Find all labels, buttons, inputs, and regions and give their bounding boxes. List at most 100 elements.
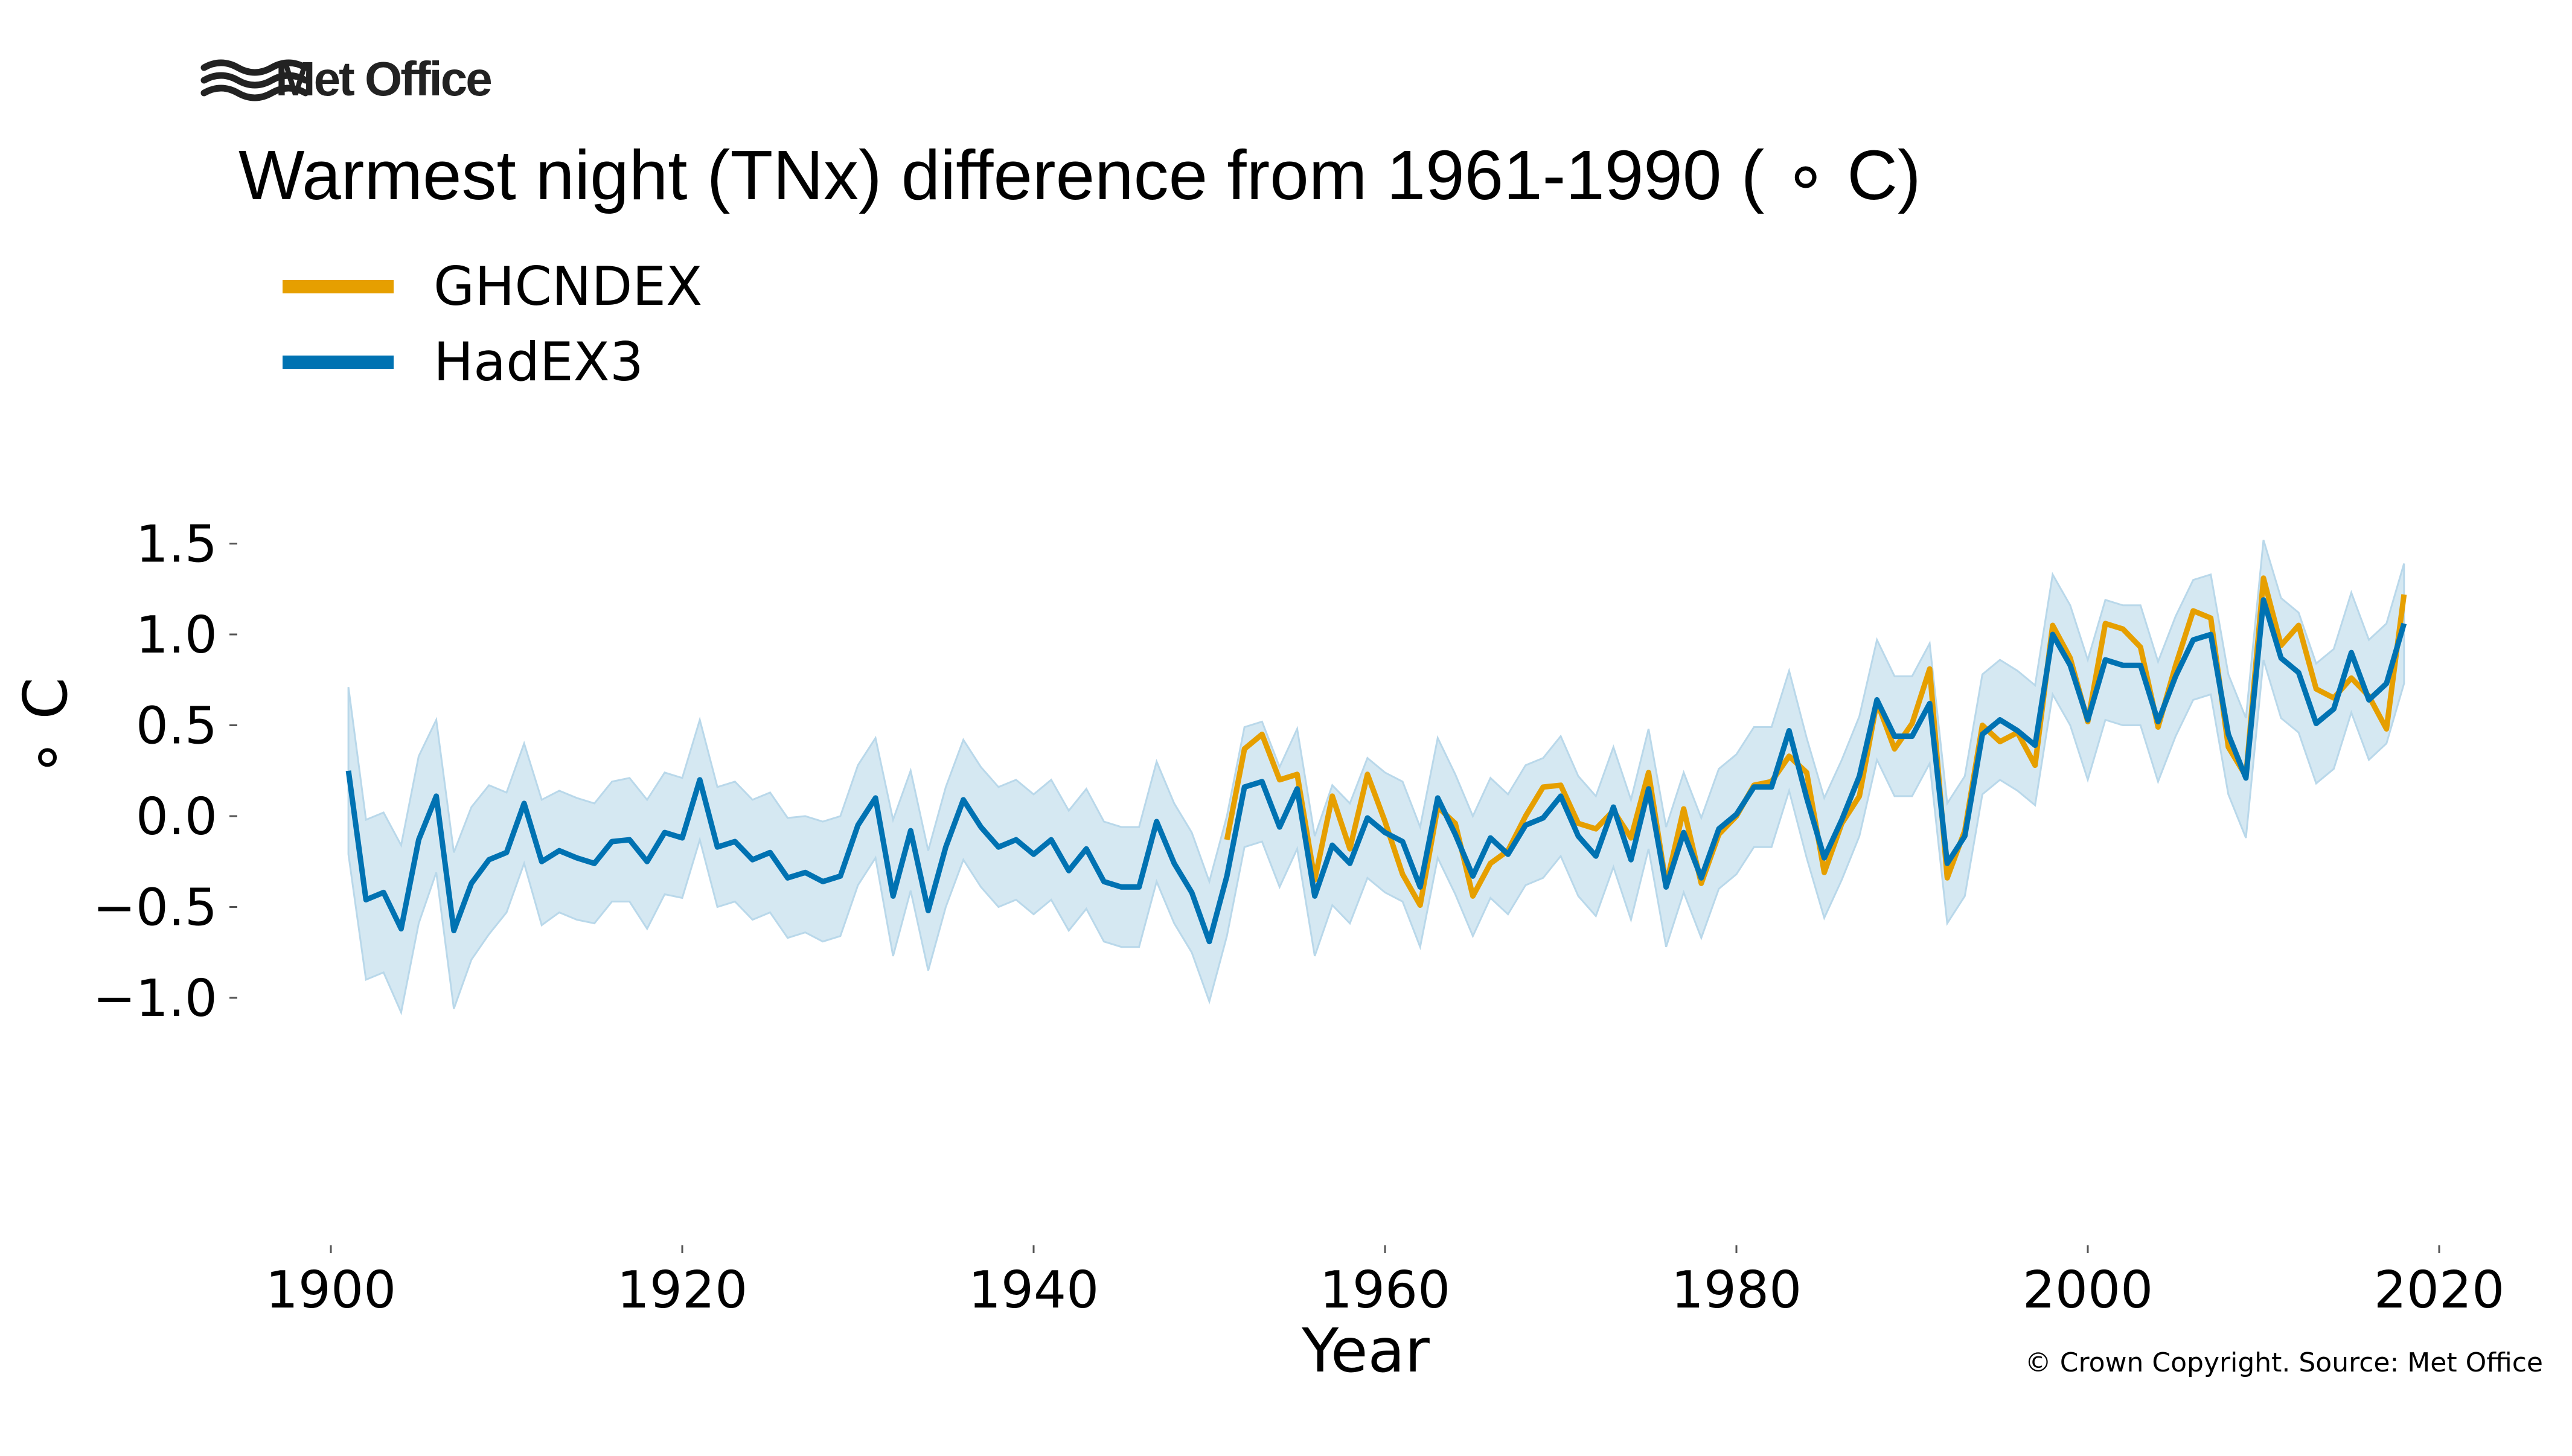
hadex3-data-point bbox=[1998, 718, 2003, 723]
ghcndex-data-point bbox=[2261, 576, 2266, 581]
hadex3-data-point bbox=[961, 797, 966, 802]
hadex3-data-point bbox=[2085, 718, 2090, 723]
hadex3-data-point bbox=[1945, 861, 1950, 866]
hadex3-data-point bbox=[434, 794, 439, 799]
ghcndex-data-point bbox=[1471, 893, 1476, 898]
hadex3-data-point bbox=[1558, 794, 1563, 799]
hadex3-data-point bbox=[1576, 834, 1581, 838]
hadex3-data-point bbox=[1910, 734, 1915, 739]
hadex3-data-point bbox=[2033, 743, 2038, 748]
hadex3-data-point bbox=[398, 927, 403, 931]
hadex3-data-point bbox=[2209, 632, 2213, 637]
hadex3-data-point bbox=[1646, 787, 1651, 791]
hadex3-data-point bbox=[1277, 825, 1282, 829]
ghcndex-data-point bbox=[1453, 821, 1457, 826]
hadex3-data-point bbox=[662, 830, 667, 835]
hadex3-data-point bbox=[785, 875, 790, 880]
ghcndex-data-point bbox=[2296, 623, 2301, 628]
hadex3-data-point bbox=[1506, 852, 1511, 857]
hadex3-data-point bbox=[363, 898, 368, 902]
y-tick-label: 0.5 bbox=[136, 697, 217, 756]
hadex3-data-point bbox=[768, 850, 773, 855]
ghcndex-data-point bbox=[1646, 770, 1651, 775]
ghcndex-data-point bbox=[2138, 645, 2143, 650]
hadex3-data-point bbox=[1734, 812, 1739, 817]
hadex3-data-point bbox=[1664, 884, 1669, 889]
hadex3-data-point bbox=[1242, 785, 1247, 790]
hadex3-data-point bbox=[592, 861, 597, 866]
hadex3-data-point bbox=[2120, 663, 2125, 668]
hadex3-data-point bbox=[680, 835, 685, 840]
ghcndex-data-point bbox=[2384, 727, 2389, 732]
hadex3-data-point bbox=[1962, 834, 1967, 838]
hadex3-data-point bbox=[1295, 787, 1300, 791]
y-axis: −1.0 −0.5 0.0 0.5 1.0 1.5 bbox=[93, 515, 237, 1029]
hadex3-data-point bbox=[1927, 701, 1932, 706]
ghcndex-data-point bbox=[2174, 663, 2178, 668]
hadex3-data-point bbox=[715, 845, 720, 849]
x-tick-label: 1940 bbox=[968, 1260, 1099, 1320]
hadex3-data-point bbox=[926, 908, 930, 913]
hadex3-data-point bbox=[697, 777, 702, 782]
ghcndex-data-point bbox=[1400, 872, 1405, 876]
hadex3-data-point bbox=[2155, 720, 2160, 724]
ghcndex-data-point bbox=[1558, 783, 1563, 788]
x-tick-label: 1920 bbox=[617, 1260, 747, 1320]
hadex3-data-point bbox=[504, 850, 509, 855]
hadex3-data-point bbox=[1259, 779, 1264, 784]
hadex3-data-point bbox=[487, 857, 491, 862]
ghcndex-data-point bbox=[2033, 763, 2038, 768]
hadex3-data-point bbox=[1892, 734, 1897, 739]
hadex3-data-point bbox=[1137, 884, 1142, 889]
ghcndex-data-point bbox=[1488, 861, 1493, 866]
ghcndex-data-point bbox=[1927, 666, 1932, 671]
hadex3-data-point bbox=[627, 837, 632, 842]
hadex3-series-line bbox=[345, 597, 2407, 945]
ghcndex-data-point bbox=[1295, 772, 1300, 777]
hadex3-data-point bbox=[574, 855, 579, 860]
x-tick-label: 1960 bbox=[1320, 1260, 1450, 1320]
hadex3-data-point bbox=[417, 837, 421, 842]
ghcndex-data-point bbox=[2279, 643, 2283, 648]
hadex3-data-point bbox=[1611, 805, 1616, 809]
chart-title: Warmest night (TNx) difference from 1961… bbox=[238, 136, 1921, 214]
hadex3-data-point bbox=[2296, 670, 2301, 675]
y-tick-label: 1.5 bbox=[136, 515, 217, 575]
hadex3-data-point bbox=[2349, 650, 2354, 655]
ghcndex-data-point bbox=[2349, 675, 2354, 680]
hadex3-data-point bbox=[1031, 852, 1036, 857]
hadex3-data-point bbox=[346, 768, 351, 773]
ghcndex-data-point bbox=[2314, 686, 2318, 691]
hadex3-data-point bbox=[1471, 873, 1476, 878]
hadex3-data-point bbox=[2068, 663, 2073, 668]
ghcndex-data-point bbox=[1277, 777, 1282, 782]
ghcndex-data-point bbox=[1769, 779, 1774, 784]
hadex3-data-point bbox=[2174, 674, 2178, 679]
ghcndex-data-point bbox=[1822, 870, 1827, 875]
y-tick-label: 1.0 bbox=[136, 605, 217, 665]
copyright-notice: © Crown Copyright. Source: Met Office bbox=[2025, 1347, 2543, 1378]
hadex3-data-point bbox=[2331, 706, 2336, 711]
hadex3-data-point bbox=[1365, 816, 1370, 820]
hadex3-data-point bbox=[610, 839, 615, 844]
ghcndex-data-point bbox=[1541, 785, 1546, 790]
ghcndex-data-point bbox=[1681, 806, 1686, 811]
hadex3-data-point bbox=[2384, 681, 2389, 686]
ghcndex-data-point bbox=[1980, 723, 1985, 728]
x-tick-label: 1980 bbox=[1671, 1260, 1802, 1320]
hadex3-data-point bbox=[1488, 835, 1493, 840]
ghcndex-data-point bbox=[1699, 881, 1704, 886]
hadex3-data-point bbox=[452, 928, 456, 933]
y-tick-label: −1.0 bbox=[93, 969, 217, 1029]
hadex3-data-point bbox=[2261, 598, 2266, 602]
y-tick-label: −0.5 bbox=[93, 878, 217, 938]
hadex3-data-point bbox=[1383, 830, 1387, 835]
hadex3-data-point bbox=[522, 801, 526, 806]
ghcndex-data-point bbox=[1716, 832, 1721, 837]
ghcndex-data-point bbox=[1628, 835, 1633, 840]
ghcndex-data-point bbox=[1998, 739, 2003, 744]
hadex3-data-point bbox=[381, 890, 386, 895]
y-tick-label: 0.0 bbox=[136, 787, 217, 847]
x-tick-label: 2020 bbox=[2374, 1260, 2504, 1320]
ghcndex-data-point bbox=[1418, 903, 1422, 908]
